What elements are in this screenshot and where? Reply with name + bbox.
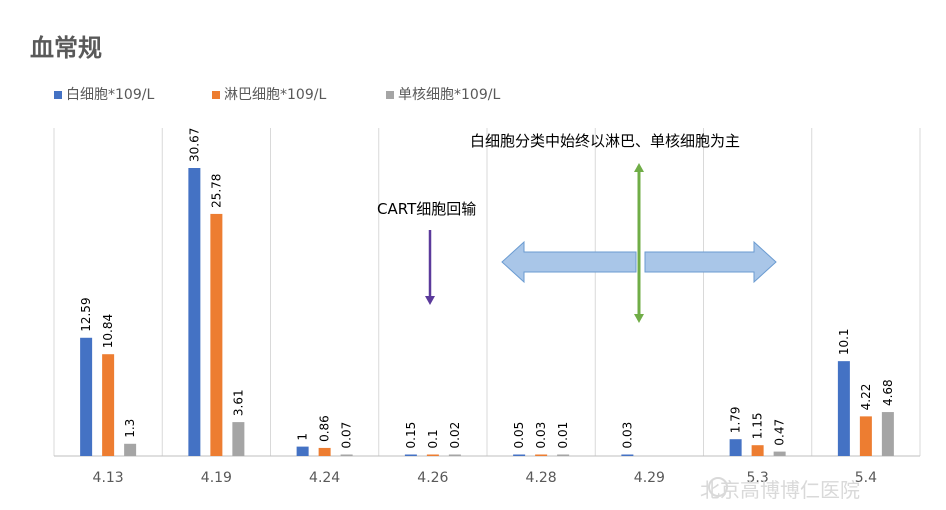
legend-item-lymph: 淋巴细胞*109/L [212,84,326,104]
bar [404,454,417,456]
bar [188,168,201,456]
data-label: 0.02 [448,422,462,449]
data-label: 0.07 [340,422,354,449]
bar [340,454,353,456]
data-label: 0.03 [534,422,548,449]
bar [859,416,872,456]
bar [232,422,245,456]
legend-item-wbc: 白细胞*109/L [54,84,154,104]
legend-label-wbc: 白细胞*109/L [66,87,155,103]
bar [729,439,742,456]
lymph-mono-note: 白细胞分类中始终以淋巴、单核细胞为主 [470,132,741,150]
bar [621,454,634,456]
weibo-icon [708,477,728,497]
bar [80,337,93,456]
bar [124,443,137,456]
x-tick-label: 4.13 [93,470,124,486]
x-tick-label: 4.24 [309,470,340,486]
data-label: 25.78 [209,174,223,208]
data-label: 1.79 [729,406,743,433]
bar [557,454,570,456]
legend-item-mono: 单核细胞*109/L [386,84,500,104]
x-tick-label: 4.29 [634,470,665,486]
cart-infusion-label: CART细胞回输 [377,200,477,218]
data-label: 0.01 [556,422,570,449]
bar [513,454,526,456]
data-label: 0.15 [404,422,418,449]
chart-title: 血常规 [30,34,102,62]
bar [773,451,786,456]
bar [535,454,548,456]
bar [837,361,850,456]
data-label: 3.61 [231,389,245,416]
data-label: 30.67 [187,128,201,162]
x-tick-label: 4.19 [201,470,232,486]
bar [102,354,115,456]
bar [210,213,223,456]
x-tick-label: 4.28 [526,470,557,486]
x-tick-label: 5.3 [746,470,768,486]
data-label: 0.47 [773,419,787,446]
data-label: 1.15 [751,412,765,439]
data-label: 12.59 [79,297,93,331]
data-label: 10.84 [101,314,115,348]
legend-swatch-wbc [54,91,62,99]
x-tick-label: 4.26 [417,470,448,486]
legend-swatch-mono [386,91,394,99]
data-label: 0.1 [426,429,440,448]
bar [751,445,764,456]
data-label: 0.86 [318,415,332,442]
block-arrow-right [644,240,777,284]
green-arrow-head-top [634,163,644,172]
data-label: 10.1 [837,328,851,355]
data-label: 4.22 [859,384,873,411]
block-arrow-left [501,240,637,284]
data-label: 4.68 [881,379,895,406]
bar [318,447,331,456]
x-tick-label: 5.4 [855,470,877,486]
data-label: 0.05 [512,422,526,449]
legend-swatch-lymph [212,91,220,99]
green-arrow-head-bottom [634,314,644,323]
data-label: 1 [296,433,310,441]
cart-arrow-head [425,296,435,305]
hospital-watermark: 北京高博博仁医院 [700,478,860,502]
legend-label-lymph: 淋巴细胞*109/L [224,87,327,103]
bar [426,454,439,456]
bar [448,454,461,456]
data-label: 0.03 [620,422,634,449]
legend-label-mono: 单核细胞*109/L [398,87,501,103]
bar [881,412,894,456]
bar [296,446,309,456]
data-label: 1.3 [123,419,137,438]
